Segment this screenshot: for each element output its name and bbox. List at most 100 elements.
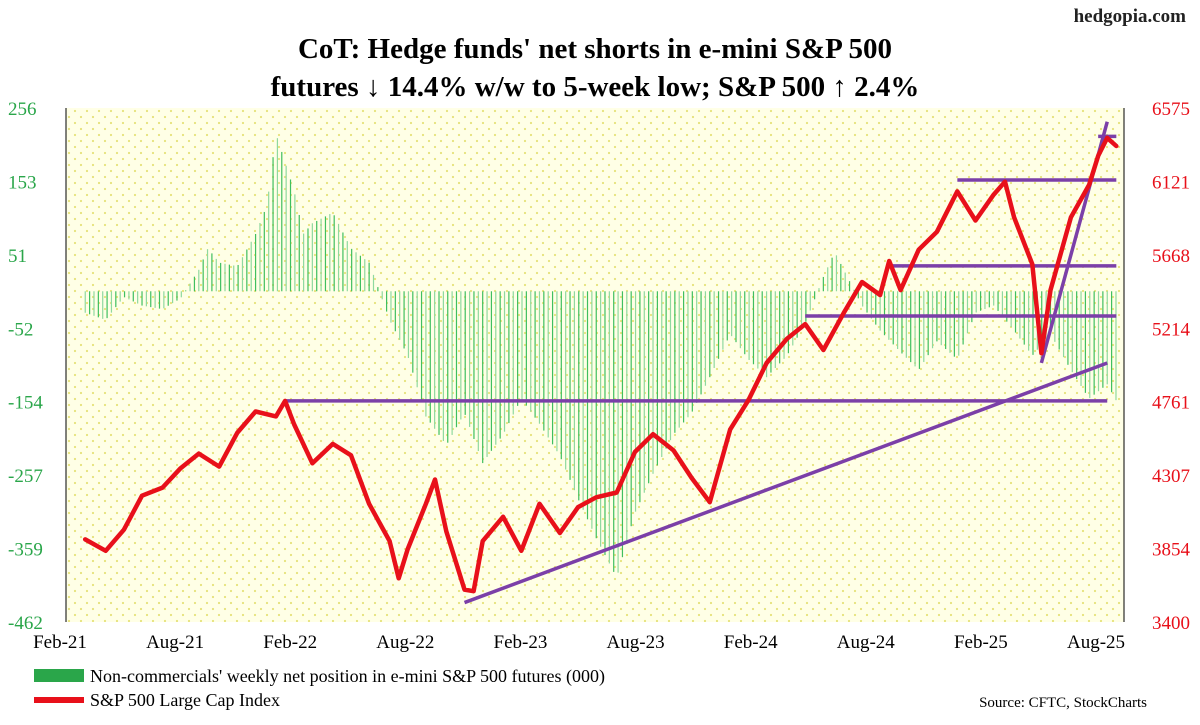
net-position-bar (669, 291, 672, 441)
net-position-bar (167, 291, 169, 306)
net-position-bar (189, 283, 191, 292)
net-position-bar (613, 291, 615, 572)
net-position-bar (429, 291, 431, 423)
net-position-bar (971, 291, 973, 323)
right-axis-tick-label: 6575 (1152, 99, 1190, 120)
net-position-bar (171, 291, 174, 304)
net-position-bar (962, 291, 964, 345)
net-position-bar (783, 291, 785, 359)
net-position-bar (211, 253, 213, 292)
net-position-bar (918, 291, 921, 369)
net-position-bar (984, 291, 986, 310)
net-position-bar (652, 291, 654, 474)
net-position-bar (678, 291, 680, 428)
legend-label-bars: Non-commercials' weekly net position in … (90, 666, 605, 687)
net-position-bar (206, 249, 209, 292)
net-position-bar (102, 291, 104, 319)
net-position-bar (530, 291, 532, 412)
net-position-bar (1041, 291, 1043, 345)
net-position-bar (940, 291, 942, 346)
net-position-bar (141, 291, 143, 306)
net-position-bar (294, 194, 296, 292)
guide-lines (285, 121, 1117, 605)
net-position-bar (648, 291, 650, 484)
net-position-bar (1115, 291, 1117, 401)
net-position-bar (1106, 291, 1108, 385)
net-position-bar (447, 291, 449, 443)
right-axis-tick-label: 4761 (1152, 393, 1190, 414)
net-position-bar (93, 291, 95, 316)
net-position-bar (1049, 291, 1052, 335)
net-position-bar (914, 291, 916, 367)
left-axis-tick-label: -462 (8, 613, 43, 634)
net-position-bar (490, 291, 493, 451)
net-position-bar (835, 255, 838, 292)
net-position-bar (268, 191, 270, 292)
net-position-bar (1111, 291, 1113, 393)
x-axis-tick-label: Aug-25 (1067, 632, 1125, 653)
net-position-bar (202, 259, 204, 292)
net-position-bar (735, 291, 737, 343)
net-position-bar (617, 291, 619, 573)
net-position-bar (355, 252, 357, 292)
net-position-bar (499, 291, 501, 439)
net-position-bar (416, 291, 418, 388)
net-position-bar (1014, 291, 1017, 333)
net-position-bar (455, 291, 458, 428)
net-position-bar (892, 291, 894, 345)
net-position-bar (1089, 291, 1091, 399)
net-position-bar (691, 291, 693, 412)
net-position-bar (521, 291, 523, 400)
net-position-bar (451, 291, 453, 435)
net-position-bar (176, 291, 178, 301)
x-axis-tick-label: Feb-21 (33, 632, 87, 653)
x-axis-tick-label: Aug-24 (837, 632, 896, 653)
net-position-bar (744, 291, 746, 355)
source-label: Source: CFTC, StockCharts (979, 695, 1147, 711)
net-position-bar (621, 291, 624, 558)
net-position-bar (89, 291, 91, 315)
left-axis-tick-label: -154 (8, 393, 43, 414)
x-axis-ticks: Feb-21 Aug-21 Feb-22 Aug-22 Feb-23 Aug-23 Feb-… (33, 632, 1125, 653)
net-position-bar (626, 291, 628, 542)
net-position-bar (1093, 291, 1095, 395)
net-position-bar (844, 272, 846, 292)
net-position-bar (233, 265, 235, 292)
net-position-bar (468, 291, 471, 427)
brand-label: hedgopia.com (1074, 6, 1187, 27)
net-position-bar (342, 232, 344, 292)
net-position-bar (158, 291, 161, 309)
net-position-bar (425, 291, 427, 417)
net-position-bar (870, 291, 872, 319)
net-position-bar (377, 287, 379, 292)
net-position-bar (993, 291, 995, 306)
net-position-bar (586, 291, 589, 520)
net-position-bar (897, 291, 899, 349)
net-position-bar (97, 291, 99, 318)
net-position-bar (434, 291, 436, 429)
net-position-bar (1023, 291, 1025, 345)
net-position-bar (726, 291, 728, 341)
net-position-bar (420, 291, 423, 402)
net-position-bar (600, 291, 602, 547)
net-position-bar (254, 233, 257, 292)
net-position-bar (538, 291, 541, 424)
x-axis-tick-label: Feb-22 (263, 632, 317, 653)
net-position-bar (862, 291, 864, 307)
net-position-bar (123, 291, 126, 298)
net-position-bar (1028, 291, 1030, 351)
right-axis-tick-label: 5668 (1152, 246, 1190, 267)
left-axis-tick-label: 153 (8, 173, 37, 194)
net-position-bar (438, 291, 440, 435)
net-position-bar (534, 291, 536, 418)
net-position-bar (1010, 291, 1012, 327)
x-axis-tick-label: Aug-22 (376, 632, 434, 653)
net-position-bar (796, 291, 798, 338)
net-position-bar (193, 276, 196, 292)
net-position-bar (246, 249, 248, 292)
net-position-bar (543, 291, 545, 431)
net-position-bar (115, 291, 117, 308)
net-position-bar (988, 291, 990, 308)
net-position-bar (272, 157, 274, 292)
net-position-bar (359, 255, 361, 292)
